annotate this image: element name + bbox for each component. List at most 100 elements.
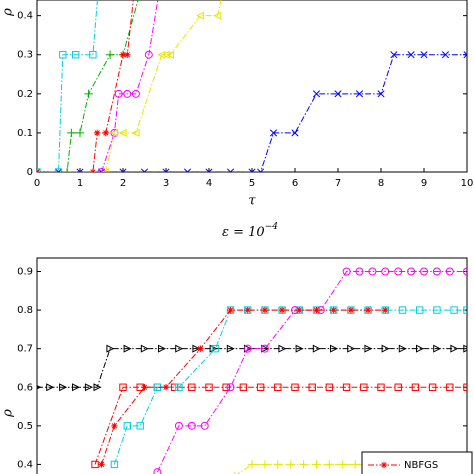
marker [123,89,132,98]
series-line [156,271,467,473]
marker [106,344,115,353]
marker [256,383,265,391]
marker [463,383,467,391]
marker [355,90,364,98]
marker [257,168,265,172]
marker [295,344,304,353]
marker [347,306,355,314]
marker [325,460,334,469]
marker [183,168,192,172]
marker [119,383,127,391]
marker [140,168,149,172]
series-line [37,348,467,388]
marker [390,51,398,59]
marker [398,344,407,353]
marker [355,267,364,276]
y-tick-label: 0.4 [17,459,33,470]
marker [312,90,321,98]
marker [411,383,420,391]
marker [118,128,127,137]
y-tick-label: 0 [27,167,33,178]
marker [394,383,402,391]
marker [441,51,450,59]
marker [226,383,235,392]
marker [227,306,234,314]
y-tick-label: 0.7 [17,344,33,355]
marker [420,51,428,59]
marker [209,344,218,353]
title-exponent: −4 [265,222,279,232]
marker [72,383,81,392]
marker [226,344,235,353]
marker [342,383,351,391]
marker [114,89,123,98]
marker [394,267,403,276]
marker [261,306,269,314]
marker [381,344,390,353]
chart-title: ε = 10−4 [222,222,278,240]
plot-area [36,0,468,173]
marker [360,383,368,391]
marker [54,168,63,172]
marker [72,51,80,59]
marker [433,344,442,353]
marker [312,460,321,469]
x-tick-label: 5 [249,178,255,189]
marker [278,306,286,314]
y-tick-label: 0.9 [17,267,33,278]
legend-label: NBFGS [404,460,438,471]
series-line [105,0,222,172]
marker [144,50,153,59]
marker [192,344,201,353]
marker [161,50,170,59]
marker [111,422,118,430]
marker [269,129,278,137]
marker [226,168,235,172]
marker [420,267,428,276]
marker [196,11,205,20]
marker [416,344,425,353]
marker [313,306,320,314]
marker [463,267,467,276]
marker [197,345,204,352]
marker [91,460,99,469]
marker [244,306,251,314]
marker [153,468,162,474]
marker [432,267,441,276]
marker [175,344,184,353]
marker [330,344,339,353]
marker [123,422,131,430]
marker [222,383,230,391]
legend-box [361,451,473,474]
marker [377,383,385,391]
marker [398,306,407,314]
marker [463,306,467,314]
marker [97,168,106,172]
marker [377,90,385,98]
marker [187,421,196,430]
marker [416,306,424,314]
marker [308,383,316,391]
marker [239,383,248,391]
marker [102,129,109,137]
marker [158,344,167,353]
marker [119,168,127,172]
series-line [101,0,159,172]
marker [338,460,347,469]
marker [381,267,390,276]
y-axis-label: ρ [1,409,16,418]
marker [205,383,213,391]
marker [299,460,308,469]
marker [260,460,270,469]
marker [234,471,236,474]
y-axis-label: ρ [1,8,16,17]
marker [94,129,101,137]
marker [119,51,127,58]
marker [347,344,356,353]
marker [407,267,416,276]
marker [140,344,149,353]
marker [131,89,140,98]
marker [84,89,93,99]
marker [312,344,321,353]
